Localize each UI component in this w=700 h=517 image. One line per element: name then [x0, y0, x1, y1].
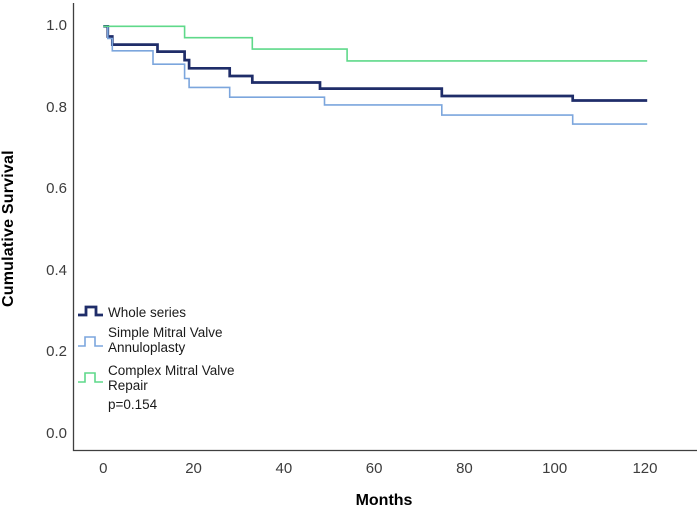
- x-axis-title: Months: [355, 492, 413, 509]
- x-tick-label: 0: [99, 460, 108, 477]
- y-tick-label: 0.0: [46, 424, 67, 442]
- axis-lines: [72, 3, 697, 452]
- x-tick-label: 80: [456, 460, 473, 477]
- survival-curve-complex-mitral-valve-repair: [103, 25, 648, 62]
- x-tick-label: 100: [542, 460, 568, 477]
- x-tick-label: 40: [275, 460, 293, 477]
- y-tick-label: 0.6: [46, 180, 67, 198]
- survival-curve-simple-mitral-valve-annuloplasty: [103, 25, 648, 125]
- y-tick-label: 0.2: [46, 343, 67, 361]
- x-tick-label: 20: [185, 460, 202, 477]
- x-tick-label: 60: [365, 460, 383, 477]
- y-tick-label: 1.0: [46, 17, 67, 35]
- y-tick-label: 0.4: [46, 261, 67, 279]
- y-tick-label: 0.8: [46, 98, 67, 116]
- x-tick-label: 120: [632, 460, 658, 477]
